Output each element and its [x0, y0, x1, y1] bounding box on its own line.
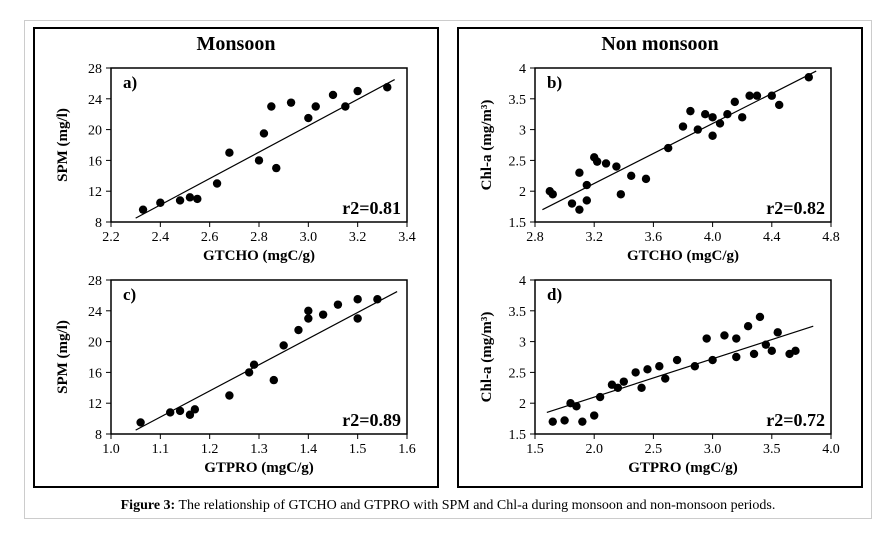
panels-right: 2.8 3.2 3.6 4.0 4.4 4.8 1.5 2 2.5 3 3.5 4 GTCHO (mgC… [475, 58, 845, 480]
column-title-left: Monsoon [197, 33, 276, 56]
panel-d: 1.5 2.0 2.5 3.0 3.5 4.0 1.5 2 2.5 3 3.5 4 GTPRO (mgC… [475, 270, 845, 480]
svg-text:2.2: 2.2 [102, 230, 120, 245]
svg-text:r2=0.81: r2=0.81 [342, 198, 401, 218]
svg-text:20: 20 [88, 336, 102, 351]
svg-text:24: 24 [88, 305, 102, 320]
svg-text:1.3: 1.3 [250, 442, 268, 457]
svg-text:28: 28 [88, 62, 102, 77]
caption-label: Figure 3: [121, 498, 176, 513]
svg-text:Chl-a (mg/m³): Chl-a (mg/m³) [479, 100, 495, 191]
svg-text:8: 8 [95, 216, 102, 231]
svg-text:1.5: 1.5 [349, 442, 367, 457]
svg-text:2.0: 2.0 [585, 442, 603, 457]
panel-c: 1.0 1.1 1.2 1.3 1.4 1.5 1.6 8 12 16 20 24 28 GTPRO (m… [51, 270, 421, 480]
svg-text:4.8: 4.8 [822, 230, 840, 245]
svg-text:16: 16 [88, 154, 102, 169]
svg-text:2.6: 2.6 [201, 230, 219, 245]
svg-text:r2=0.72: r2=0.72 [766, 410, 825, 430]
svg-text:8: 8 [95, 428, 102, 443]
svg-text:1.5: 1.5 [526, 442, 544, 457]
svg-text:b): b) [547, 73, 562, 92]
svg-text:a): a) [123, 73, 137, 92]
svg-text:2.5: 2.5 [645, 442, 663, 457]
figure-container: Monsoon 2.22.42.62.83.03.23.481216202428… [24, 20, 872, 519]
caption-text: The relationship of GTCHO and GTPRO with… [175, 498, 775, 513]
svg-text:c): c) [123, 285, 136, 304]
svg-text:3.5: 3.5 [763, 442, 781, 457]
svg-text:1.1: 1.1 [152, 442, 170, 457]
svg-text:12: 12 [88, 185, 102, 200]
svg-text:28: 28 [88, 274, 102, 289]
svg-text:12: 12 [88, 397, 102, 412]
svg-text:4: 4 [519, 274, 526, 289]
svg-text:r2=0.82: r2=0.82 [766, 198, 825, 218]
svg-text:2.8: 2.8 [250, 230, 268, 245]
svg-text:2: 2 [519, 185, 526, 200]
svg-text:4.0: 4.0 [822, 442, 840, 457]
svg-text:3.2: 3.2 [349, 230, 367, 245]
svg-text:24: 24 [88, 93, 102, 108]
svg-text:2.4: 2.4 [152, 230, 170, 245]
svg-text:1.0: 1.0 [102, 442, 120, 457]
svg-text:4: 4 [519, 62, 526, 77]
svg-text:GTPRO (mgC/g): GTPRO (mgC/g) [628, 460, 738, 476]
figure-caption: Figure 3: The relationship of GTCHO and … [33, 498, 863, 514]
svg-text:1.4: 1.4 [300, 442, 318, 457]
svg-text:3.0: 3.0 [704, 442, 722, 457]
svg-text:d): d) [547, 285, 562, 304]
svg-text:SPM (mg/l): SPM (mg/l) [55, 320, 71, 394]
svg-text:3.0: 3.0 [300, 230, 318, 245]
svg-text:2.5: 2.5 [509, 366, 527, 381]
svg-text:1.6: 1.6 [398, 442, 416, 457]
column-title-right: Non monsoon [601, 33, 718, 56]
svg-text:2: 2 [519, 397, 526, 412]
svg-text:3.6: 3.6 [645, 230, 663, 245]
columns: Monsoon 2.22.42.62.83.03.23.481216202428… [33, 27, 863, 488]
svg-text:3.2: 3.2 [585, 230, 603, 245]
svg-text:SPM (mg/l): SPM (mg/l) [55, 108, 71, 182]
svg-text:1.5: 1.5 [509, 428, 527, 443]
svg-text:20: 20 [88, 124, 102, 139]
svg-text:3.4: 3.4 [398, 230, 416, 245]
svg-text:2.8: 2.8 [526, 230, 544, 245]
svg-text:3.5: 3.5 [509, 305, 527, 320]
svg-text:3: 3 [519, 124, 526, 139]
panel-b: 2.8 3.2 3.6 4.0 4.4 4.8 1.5 2 2.5 3 3.5 4 GTCHO (mgC… [475, 58, 845, 268]
svg-text:GTPRO (mgC/g): GTPRO (mgC/g) [204, 460, 314, 476]
svg-text:16: 16 [88, 366, 102, 381]
column-monsoon: Monsoon 2.2 2.4 2.6 2.8 3.0 3.2 3.4 8 12 16 20 24 28… [33, 27, 439, 488]
svg-text:4.4: 4.4 [763, 230, 781, 245]
panels-left: 2.2 2.4 2.6 2.8 3.0 3.2 3.4 8 12 16 20 24 28 GTCHO (m… [51, 58, 421, 480]
svg-text:4.0: 4.0 [704, 230, 722, 245]
svg-text:r2=0.89: r2=0.89 [342, 410, 401, 430]
svg-text:3: 3 [519, 336, 526, 351]
svg-text:GTCHO (mgC/g): GTCHO (mgC/g) [203, 248, 315, 264]
column-nonmonsoon: Non monsoon 2.8 3.2 3.6 4.0 4.4 4.8 1.5 2 2.5 3 3.… [457, 27, 863, 488]
svg-text:2.5: 2.5 [509, 154, 527, 169]
svg-text:GTCHO (mgC/g): GTCHO (mgC/g) [627, 248, 739, 264]
panel-a: 2.2 2.4 2.6 2.8 3.0 3.2 3.4 8 12 16 20 24 28 GTCHO (m… [51, 58, 421, 268]
svg-text:1.2: 1.2 [201, 442, 219, 457]
svg-text:Chl-a (mg/m³): Chl-a (mg/m³) [479, 312, 495, 403]
svg-text:3.5: 3.5 [509, 93, 527, 108]
svg-text:1.5: 1.5 [509, 216, 527, 231]
